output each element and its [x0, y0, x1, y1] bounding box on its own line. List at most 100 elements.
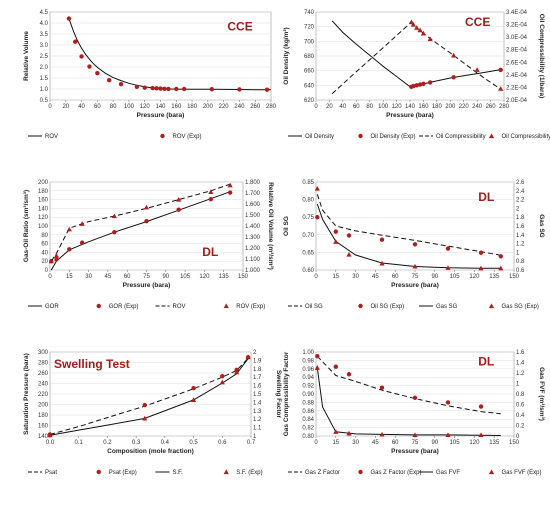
y-tick-label: 0.70: [302, 233, 314, 239]
y-tick-label: 60: [41, 242, 48, 248]
y2-tick-label: 0.2: [516, 424, 525, 430]
x-tick-label: 75: [412, 440, 419, 446]
y-tick-label: 0.80: [302, 434, 314, 440]
y-tick-label: 0.96: [302, 367, 314, 373]
data-point: [166, 87, 170, 91]
x-tick-label: 120: [469, 274, 480, 280]
y-tick-label: 1.0: [40, 87, 49, 93]
data-point: [421, 82, 425, 86]
legend-swatch: [489, 303, 494, 308]
y-tick-label: 40: [41, 250, 48, 256]
data-point: [174, 87, 178, 91]
y2-tick-label: 0.6: [516, 403, 525, 409]
data-point: [446, 400, 450, 404]
data-point: [191, 397, 196, 402]
x-axis-label: Composition (mole fraction): [107, 448, 194, 455]
y-tick-label: 100: [38, 224, 49, 230]
y-tick-label: 180: [38, 413, 49, 419]
x-tick-label: 105: [180, 274, 191, 280]
y2-tick-label: 1.600: [245, 202, 261, 208]
x-tick-label: 0.4: [161, 440, 170, 446]
y-axis-label: Oil Density (kg/m³): [283, 27, 290, 84]
x-tick-label: 60: [392, 274, 399, 280]
data-point: [315, 215, 319, 219]
y-tick-label: 3.0: [40, 43, 49, 49]
x-tick-label: 150: [509, 440, 520, 446]
legend-swatch: [358, 470, 362, 474]
y-tick-label: 220: [38, 392, 49, 398]
x-tick-label: 220: [459, 104, 470, 110]
data-point: [265, 87, 269, 91]
y2-tick-label: 2.4E-04: [506, 73, 528, 79]
y2-tick-label: 1.500: [245, 213, 261, 219]
x-tick-label: 30: [352, 440, 359, 446]
data-point: [54, 257, 58, 261]
x-tick-label: 280: [266, 104, 277, 110]
legend-entry: Gas Z Factor (Exp): [371, 470, 422, 476]
x-tick-label: 260: [486, 104, 497, 110]
data-point: [107, 78, 111, 82]
y-tick-label: 80: [41, 233, 48, 239]
y-tick-label: 0.90: [302, 392, 314, 398]
y-tick-label: 3.5: [40, 32, 49, 38]
data-point: [135, 85, 139, 89]
y2-tick-label: 0.4: [516, 413, 525, 419]
data-point: [67, 247, 71, 251]
legend-swatch: [489, 469, 494, 474]
x-tick-label: 150: [509, 274, 520, 280]
y-tick-label: 2.5: [40, 54, 49, 60]
y-tick-label: 0.60: [302, 268, 314, 274]
x-tick-label: 120: [199, 274, 210, 280]
x-tick-label: 240: [472, 104, 483, 110]
y-tick-label: 160: [38, 198, 49, 204]
x-tick-label: 150: [238, 274, 249, 280]
y-axis-label: Gas Compressibility Factor: [283, 351, 290, 436]
y2-axis-label: Oil Compressibility (1/bara): [538, 14, 545, 99]
y-tick-label: 2.0: [40, 65, 49, 71]
x-tick-label: 45: [372, 440, 379, 446]
legend-swatch: [358, 134, 362, 138]
y-tick-label: 680: [304, 54, 315, 60]
y-tick-label: 0.82: [302, 426, 314, 432]
x-tick-label: 15: [66, 274, 73, 280]
data-point: [334, 365, 338, 369]
y2-tick-label: 1: [253, 434, 257, 440]
x-tick-label: 0: [314, 104, 318, 110]
y-tick-label: 0.88: [302, 400, 314, 406]
data-point: [498, 86, 503, 91]
y2-axis-label: Swelling Factor: [275, 370, 282, 419]
x-tick-label: 90: [431, 274, 438, 280]
y2-axis-label: Relative Oil Volume (m³/sm³): [267, 182, 274, 270]
y-axis-label: Relative Volume: [23, 31, 30, 81]
y-tick-label: 140: [38, 206, 49, 212]
x-tick-label: 105: [450, 440, 461, 446]
x-tick-label: 140: [405, 104, 416, 110]
legend-entry: GOR (Exp): [109, 304, 139, 310]
y2-tick-label: 1.4: [253, 400, 262, 406]
data-point: [209, 197, 213, 201]
series-line: [317, 194, 501, 255]
x-tick-label: 30: [352, 274, 359, 280]
data-point: [413, 242, 417, 246]
data-point: [228, 190, 232, 194]
y-tick-label: 1.5: [40, 76, 49, 82]
legend-entry: GOR: [45, 304, 59, 310]
data-point: [162, 87, 166, 91]
x-tick-label: 140: [155, 104, 166, 110]
data-point: [346, 252, 351, 257]
data-point: [498, 68, 502, 72]
chart-p6: 0.800.820.840.860.880.900.920.940.960.98…: [283, 350, 545, 476]
legend-entry: Oil Compressibility: [436, 134, 486, 140]
legend-entry: Gas FVF (Exp): [502, 470, 542, 476]
data-point: [191, 386, 195, 390]
y2-tick-label: 1.1: [253, 426, 262, 432]
chart-tag: Swelling Test: [54, 357, 130, 371]
y2-tick-label: 2.2E-04: [506, 85, 528, 91]
y2-tick-label: 1.6: [253, 384, 262, 390]
data-point: [475, 67, 480, 72]
x-tick-label: 15: [332, 440, 339, 446]
data-point: [347, 372, 351, 376]
x-tick-label: 120: [392, 104, 403, 110]
